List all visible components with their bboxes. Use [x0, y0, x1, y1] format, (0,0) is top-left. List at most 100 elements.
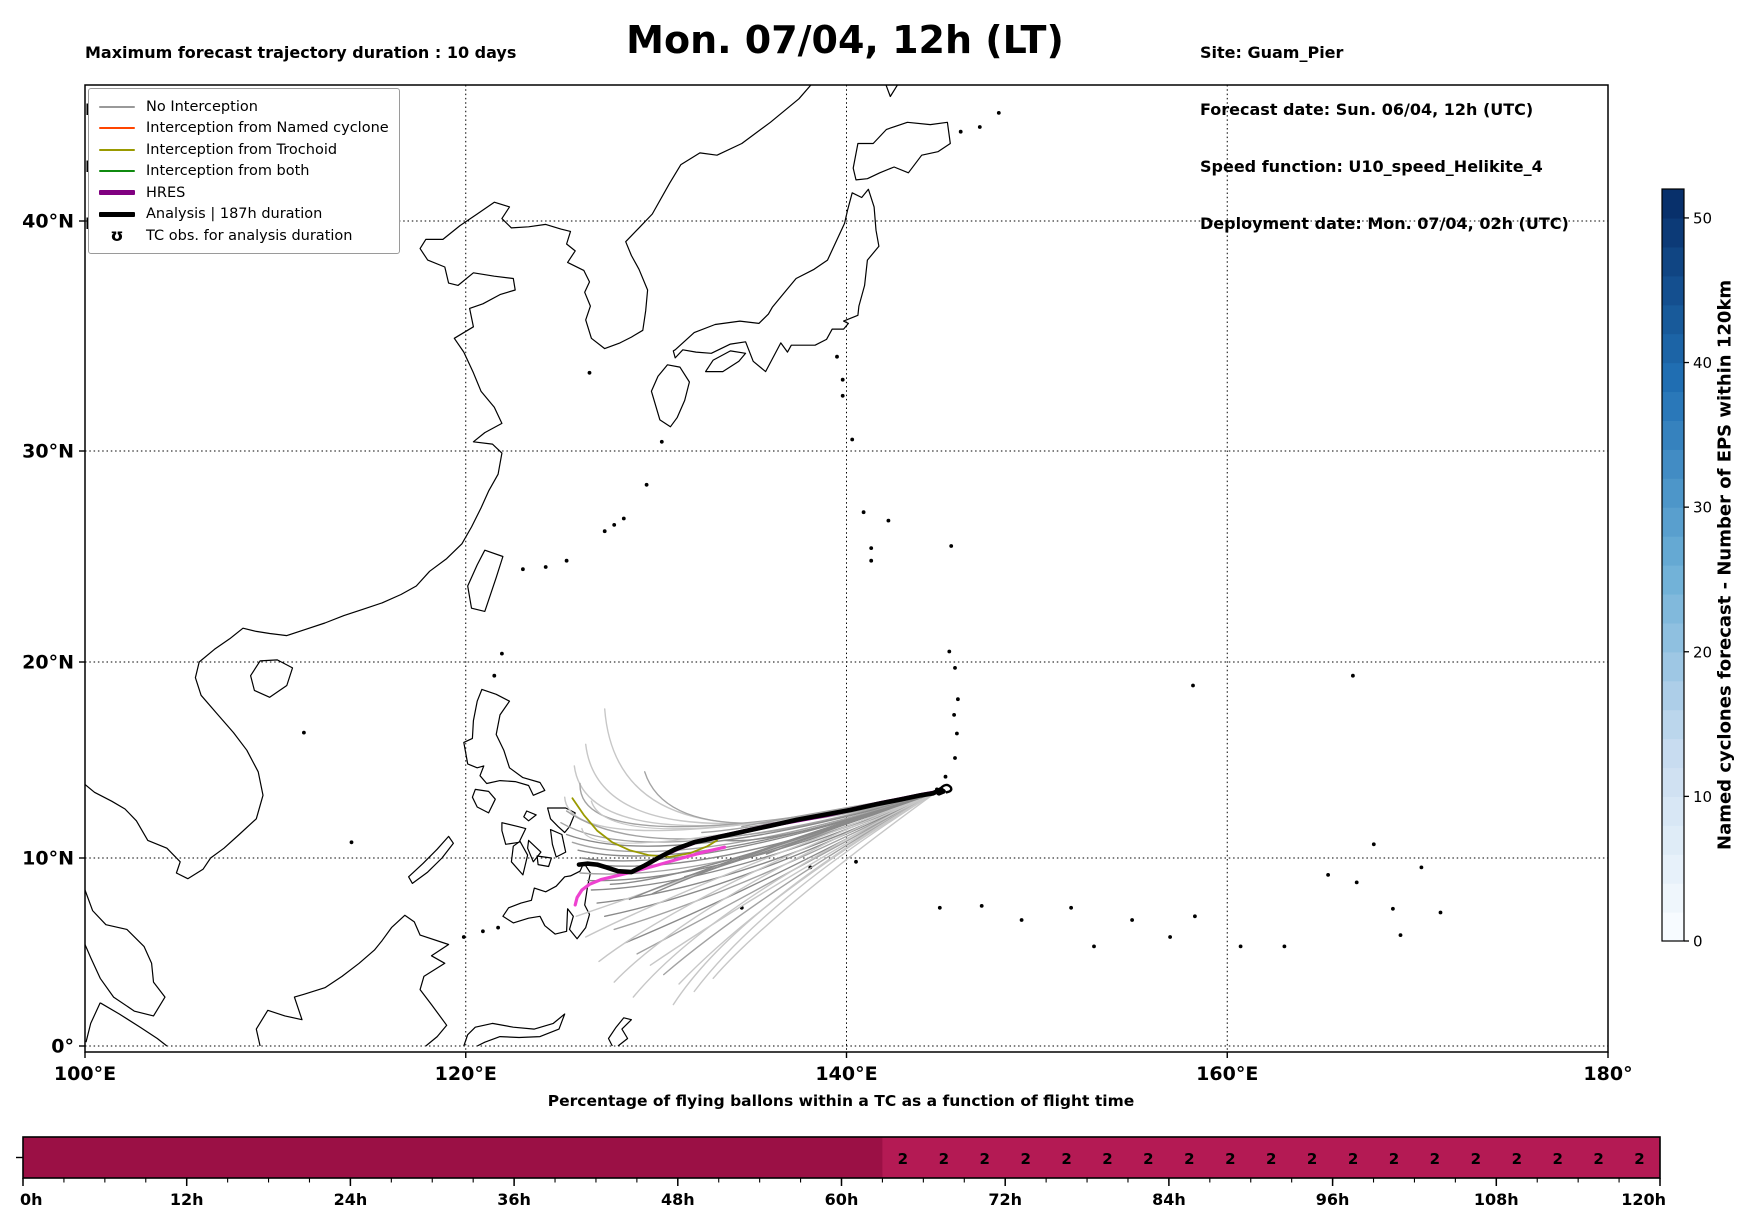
bar-segment	[1455, 1137, 1497, 1178]
bar-segment	[1005, 1137, 1047, 1178]
bar-x-tick-label: 108h	[1474, 1190, 1519, 1209]
bar-x-tick-label: 60h	[825, 1190, 859, 1209]
colorbar-step	[1662, 507, 1684, 537]
bar-x-tick-label: 24h	[334, 1190, 368, 1209]
island-outline	[672, 188, 880, 373]
coastline	[607, 1017, 632, 1047]
colorbar-step	[1662, 536, 1684, 566]
coastlines	[85, 85, 951, 1047]
eps-trajectories	[560, 708, 937, 1006]
coastline	[463, 1013, 566, 1047]
colorbar-step	[1662, 709, 1684, 740]
legend-item-interception-from-named-cyclone: Interception from Named cyclone	[99, 118, 389, 140]
colorbar-step	[1662, 854, 1684, 884]
bar-x-tick-label: 12h	[170, 1190, 204, 1209]
forecast-date-text: Forecast date: Sun. 06/04, 12h (UTC)	[1200, 100, 1534, 119]
colorbar-step	[1662, 796, 1684, 826]
bar-x-tick-label: 48h	[661, 1190, 695, 1209]
legend-item-label: Analysis | 187h duration	[146, 206, 323, 223]
bottom-chart-title: Percentage of flying ballons within a TC…	[547, 1092, 1135, 1110]
colorbar-step	[1662, 738, 1684, 769]
colorbar-step	[1662, 217, 1684, 248]
bar-segment-value: 2	[1593, 1150, 1603, 1168]
bar-segment	[1537, 1137, 1579, 1178]
eps-member-track	[625, 791, 937, 944]
bar-x-tick-label: 72h	[988, 1190, 1022, 1209]
legend-item-interception-from-trochoid: Interception from Trochoid	[99, 139, 389, 161]
legend-line-swatch	[99, 148, 135, 151]
colorbar-frame	[1661, 188, 1685, 942]
y-tick-label: 30°N	[22, 441, 74, 463]
bar-segment	[1373, 1137, 1415, 1178]
bar-segment-value: 2	[1512, 1150, 1522, 1168]
colorbar-step	[1662, 883, 1684, 913]
y-tick-label: 0°	[51, 1036, 74, 1058]
bar-segment	[1168, 1137, 1211, 1178]
island-outline	[471, 788, 496, 814]
colorbar-tick-label: 10	[1693, 788, 1712, 806]
legend-item-label: Interception from Named cyclone	[146, 120, 389, 137]
colorbar-step	[1662, 478, 1684, 508]
legend-line-swatch	[99, 211, 135, 217]
coastline	[85, 889, 166, 1017]
island-outline	[549, 829, 567, 858]
colorbar-step	[1662, 565, 1684, 595]
colorbar-step	[1662, 622, 1684, 653]
colorbar-tick-label: 40	[1693, 354, 1712, 372]
bar-segment	[923, 1137, 965, 1178]
bar-segment-value: 2	[1020, 1150, 1030, 1168]
island-outline	[501, 822, 527, 845]
island-outline	[408, 835, 454, 884]
coastline	[85, 1002, 101, 1043]
eps-member-track	[712, 791, 937, 979]
eps-member-track	[636, 791, 937, 955]
magenta-track	[573, 845, 727, 907]
legend-item-label: Interception from both	[146, 163, 310, 180]
colorbar-step	[1662, 651, 1684, 682]
colorbar-step	[1662, 362, 1684, 393]
island-outline	[523, 810, 537, 822]
eps-member-track	[613, 791, 937, 983]
colorbar-step	[1662, 767, 1684, 797]
bar-segment-value: 2	[1266, 1150, 1276, 1168]
bar-segment	[882, 1137, 924, 1178]
bar-segment-value: 2	[1061, 1150, 1071, 1168]
eps-member-track	[565, 791, 937, 847]
colorbar-tick-label: 30	[1693, 499, 1712, 517]
bar-x-tick-label: 36h	[497, 1190, 531, 1209]
y-tick-label: 10°N	[22, 848, 74, 870]
legend-item-no-interception: No Interception	[99, 96, 389, 118]
island-outline	[250, 659, 294, 698]
eps-member-track	[644, 771, 937, 825]
island-outline	[463, 688, 546, 796]
island-outline	[536, 855, 552, 868]
legend: No Interception Interception from Named c…	[88, 88, 400, 254]
map-axis-labels: 0° 10°N 20°N 30°N 40°N 100°E 120°E 140°E 160°E 18…	[22, 211, 1632, 1086]
bar-segment-value: 2	[1102, 1150, 1112, 1168]
bar-segment	[964, 1137, 1006, 1178]
eps-member-track	[598, 791, 937, 963]
bar-segment-value: 2	[898, 1150, 908, 1168]
bar-segment-value: 2	[939, 1150, 949, 1168]
colorbar-step	[1662, 912, 1684, 942]
legend-item-tc-obs-for-analysis-duration: ʊ TC obs. for analysis duration	[99, 225, 389, 247]
colorbar-tick-label: 50	[1693, 209, 1712, 227]
bar-segment-value: 2	[1143, 1150, 1153, 1168]
colorbar-step	[1662, 449, 1684, 479]
island-outline	[510, 840, 529, 876]
bar-segment-value: 2	[1389, 1150, 1399, 1168]
legend-line-swatch	[99, 190, 135, 196]
legend-item-label: HRES	[146, 184, 186, 201]
eps-member-track	[765, 791, 937, 855]
bar-segment	[1496, 1137, 1538, 1178]
bar-x-tick-label: 120h	[1621, 1190, 1666, 1209]
colorbar-step	[1662, 825, 1684, 855]
island-outline	[852, 121, 951, 181]
legend-item-analysis-187h-duration: Analysis | 187h duration	[99, 204, 389, 226]
x-tick-label: 140°E	[815, 1063, 877, 1085]
colorbar-tick-label: 20	[1693, 643, 1712, 661]
island-outline	[650, 364, 690, 428]
bar-segment-value: 2	[1348, 1150, 1358, 1168]
colorbar-step	[1662, 680, 1684, 711]
figure-title: Mon. 07/04, 12h (LT)	[626, 18, 1064, 62]
